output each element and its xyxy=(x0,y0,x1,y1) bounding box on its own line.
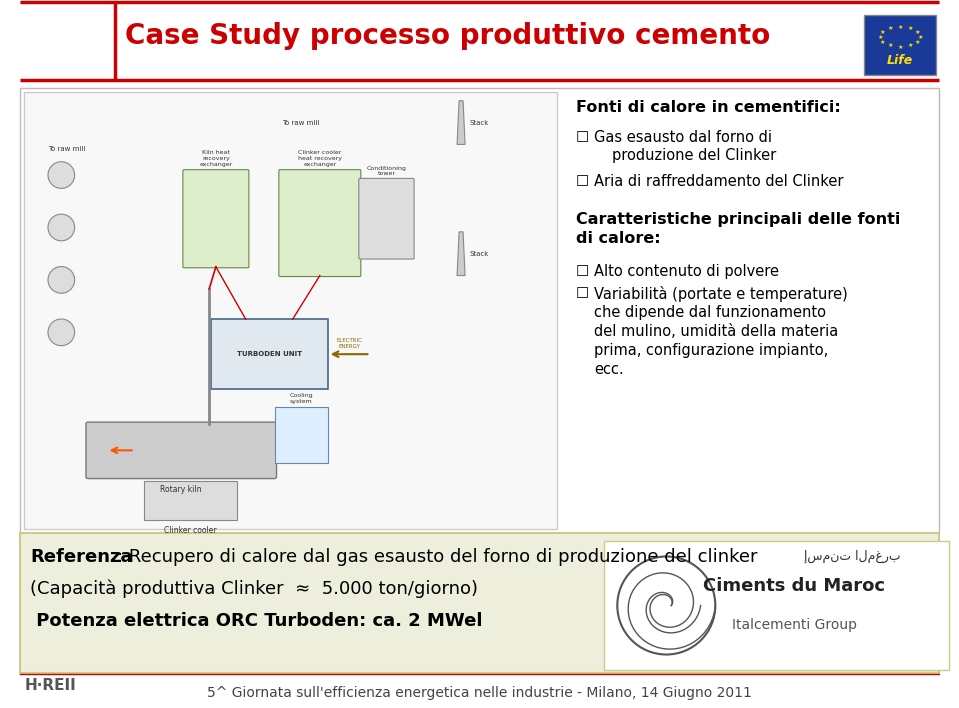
Text: TURBODEN UNIT: TURBODEN UNIT xyxy=(237,351,302,358)
Text: Variabilità (portate e temperature): Variabilità (portate e temperature) xyxy=(594,286,848,302)
Text: ★: ★ xyxy=(879,30,885,35)
Polygon shape xyxy=(457,232,465,275)
Circle shape xyxy=(48,319,75,346)
Circle shape xyxy=(618,556,715,654)
Text: (Capacità produttiva Clinker  ≈  5.000 ton/giorno): (Capacità produttiva Clinker ≈ 5.000 ton… xyxy=(30,580,478,598)
Bar xyxy=(211,319,328,389)
Text: ★: ★ xyxy=(915,30,920,35)
Text: ELECTRIC
ENERGY: ELECTRIC ENERGY xyxy=(337,338,363,349)
Text: ★: ★ xyxy=(887,25,893,31)
Text: Fonti di calore in cementifici:: Fonti di calore in cementifici: xyxy=(576,100,841,115)
Bar xyxy=(20,88,939,533)
Text: ★: ★ xyxy=(879,40,885,45)
Text: ☐: ☐ xyxy=(576,264,589,279)
Circle shape xyxy=(48,267,75,293)
Text: Referenza: Referenza xyxy=(30,548,132,566)
FancyBboxPatch shape xyxy=(279,170,361,277)
Bar xyxy=(20,533,939,673)
FancyBboxPatch shape xyxy=(86,422,276,479)
Text: 5^ Giornata sull'efficienza energetica nelle industrie - Milano, 14 Giugno 2011: 5^ Giornata sull'efficienza energetica n… xyxy=(207,686,752,700)
Bar xyxy=(864,15,936,75)
Circle shape xyxy=(48,214,75,241)
Text: prima, configurazione impianto,: prima, configurazione impianto, xyxy=(594,343,829,358)
Text: Alto contenuto di polvere: Alto contenuto di polvere xyxy=(594,264,779,279)
Text: Aria di raffreddamento del Clinker: Aria di raffreddamento del Clinker xyxy=(594,174,844,189)
Text: To raw mill: To raw mill xyxy=(283,120,320,125)
Text: produzione del Clinker: produzione del Clinker xyxy=(612,148,776,163)
Text: Cooling
system: Cooling system xyxy=(290,393,313,404)
Text: ☐: ☐ xyxy=(576,286,589,301)
Text: To raw mill: To raw mill xyxy=(48,146,85,152)
FancyBboxPatch shape xyxy=(183,170,249,268)
Text: ☐: ☐ xyxy=(576,174,589,189)
Text: Stack: Stack xyxy=(469,251,488,257)
Polygon shape xyxy=(457,101,465,144)
Text: ★: ★ xyxy=(898,45,902,50)
Text: ★: ★ xyxy=(898,25,902,30)
Circle shape xyxy=(48,161,75,188)
FancyBboxPatch shape xyxy=(359,178,414,259)
Text: ★: ★ xyxy=(917,35,923,40)
Text: : Recupero di calore dal gas esausto del forno di produzione del clinker: : Recupero di calore dal gas esausto del… xyxy=(117,548,758,566)
Text: ★: ★ xyxy=(915,40,920,45)
Text: Caratteristiche principali delle fonti
di calore:: Caratteristiche principali delle fonti d… xyxy=(576,212,901,246)
Bar xyxy=(274,406,328,464)
Text: Conditioning
tower: Conditioning tower xyxy=(366,166,407,176)
Text: Italcementi Group: Italcementi Group xyxy=(732,618,856,632)
Text: ★: ★ xyxy=(907,25,913,31)
Text: Clinker cooler: Clinker cooler xyxy=(164,526,217,535)
Text: Life: Life xyxy=(887,55,913,67)
Text: Rotary kiln: Rotary kiln xyxy=(160,484,202,493)
Text: Ciments du Maroc: Ciments du Maroc xyxy=(703,577,885,595)
Text: ecc.: ecc. xyxy=(594,362,623,377)
Text: Case Study processo produttivo cemento: Case Study processo produttivo cemento xyxy=(125,22,770,50)
Text: ★: ★ xyxy=(887,43,893,48)
Text: ☐: ☐ xyxy=(576,130,589,145)
Bar xyxy=(24,92,557,529)
Text: Stack: Stack xyxy=(469,120,488,125)
Text: H·REII: H·REII xyxy=(25,678,77,692)
Text: ★: ★ xyxy=(907,43,913,48)
Bar xyxy=(144,481,237,520)
Text: Clinker cooler
heat recovery
exchanger: Clinker cooler heat recovery exchanger xyxy=(298,150,341,166)
Text: إسمنت المغرب: إسمنت المغرب xyxy=(805,550,901,563)
Text: Kiln heat
recovery
exchanger: Kiln heat recovery exchanger xyxy=(199,150,232,166)
Text: che dipende dal funzionamento: che dipende dal funzionamento xyxy=(594,305,826,320)
Text: Gas esausto dal forno di: Gas esausto dal forno di xyxy=(594,130,772,145)
Text: ★: ★ xyxy=(877,35,883,40)
Text: del mulino, umidità della materia: del mulino, umidità della materia xyxy=(594,324,838,339)
Bar xyxy=(604,541,949,670)
Text: Potenza elettrica ORC Turboden: ca. 2 MWel: Potenza elettrica ORC Turboden: ca. 2 MW… xyxy=(30,612,482,630)
